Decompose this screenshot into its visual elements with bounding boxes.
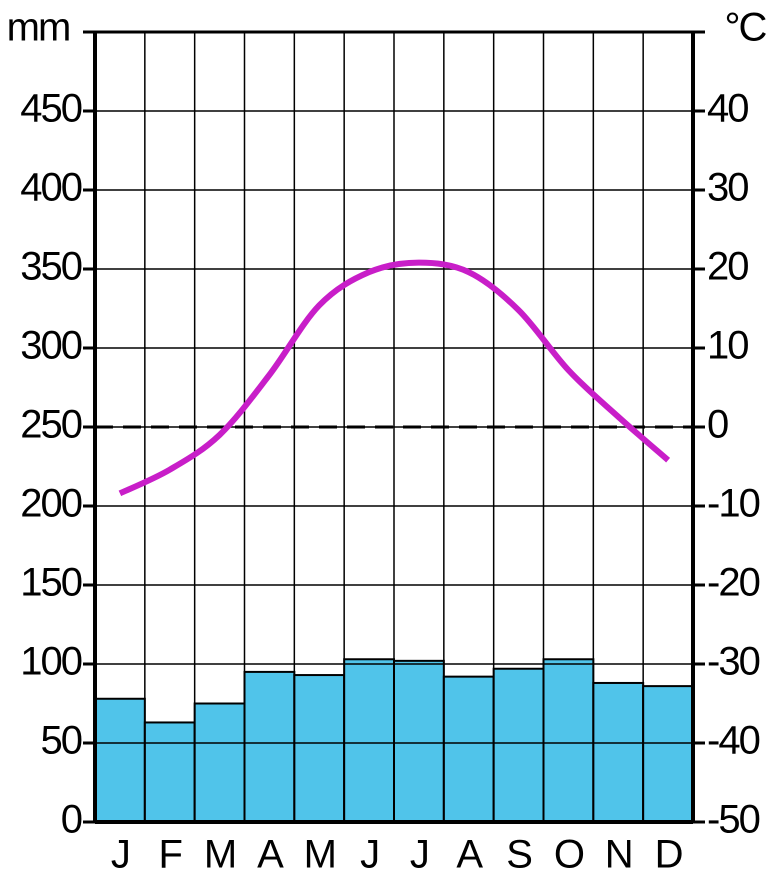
x-tick-label: M bbox=[304, 833, 335, 877]
bar bbox=[243, 670, 296, 824]
y2-tick-label: 40 bbox=[707, 87, 748, 131]
y2-tick-label: -10 bbox=[707, 482, 760, 526]
bar bbox=[542, 658, 595, 824]
y-tick-label: 400 bbox=[20, 166, 81, 210]
bar bbox=[343, 658, 395, 824]
y2-tick-label: -50 bbox=[707, 798, 760, 842]
x-tick-label: M bbox=[204, 833, 235, 877]
bar bbox=[293, 674, 346, 823]
y2-tick-label: 20 bbox=[707, 245, 748, 289]
bar bbox=[492, 667, 545, 823]
temperature-line bbox=[118, 259, 671, 497]
y-tick-label: 0 bbox=[61, 798, 82, 842]
x-tick-label: J bbox=[111, 833, 129, 877]
y-tick-label: 200 bbox=[20, 482, 81, 526]
x-tick-label: J bbox=[410, 833, 428, 877]
x-tick-label: D bbox=[655, 833, 682, 877]
y-tick-label: 50 bbox=[41, 719, 82, 763]
y-tick-label: 450 bbox=[20, 87, 81, 131]
y2-tick-label: -30 bbox=[707, 640, 760, 684]
x-tick-label: A bbox=[257, 833, 284, 877]
x-tick-label: J bbox=[360, 833, 378, 877]
x-tick-label: N bbox=[605, 833, 632, 877]
y-tick-label: 150 bbox=[20, 561, 81, 605]
y-axis-label: mm bbox=[7, 6, 70, 50]
y2-tick-label: -40 bbox=[707, 719, 760, 763]
y2-tick-label: 0 bbox=[707, 403, 728, 447]
y-tick-label: 300 bbox=[20, 324, 81, 368]
y2-tick-label: 30 bbox=[707, 166, 748, 210]
y2-tick-label: -20 bbox=[707, 561, 760, 605]
x-tick-label: A bbox=[456, 833, 483, 877]
bar bbox=[393, 659, 445, 824]
x-tick-label: S bbox=[506, 833, 531, 877]
x-tick-label: F bbox=[159, 833, 182, 877]
y-tick-label: 100 bbox=[20, 640, 81, 684]
bar bbox=[442, 675, 495, 824]
y-tick-label: 350 bbox=[20, 245, 81, 289]
bar bbox=[143, 721, 196, 824]
y2-axis-label: °C bbox=[725, 6, 767, 50]
bar bbox=[592, 681, 645, 824]
bar bbox=[94, 697, 146, 824]
y-tick-label: 250 bbox=[20, 403, 81, 447]
x-tick-label: O bbox=[554, 833, 584, 877]
y2-tick-label: 10 bbox=[707, 324, 748, 368]
bar bbox=[642, 685, 695, 823]
bar bbox=[193, 702, 246, 823]
